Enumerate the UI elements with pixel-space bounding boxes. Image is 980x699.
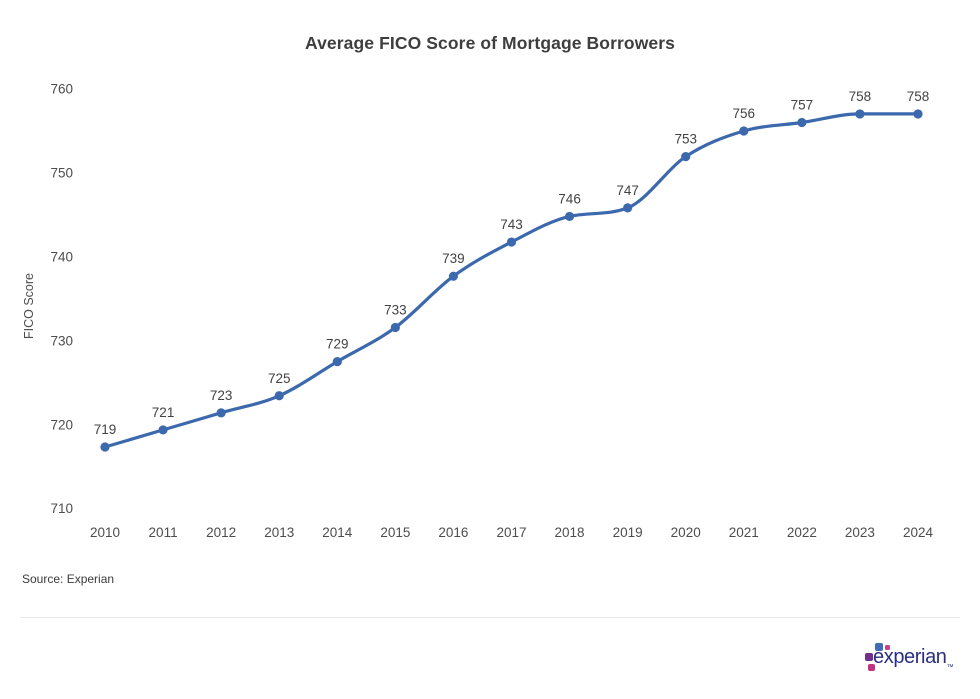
data-point xyxy=(797,117,807,128)
data-point xyxy=(913,109,923,119)
value-label: 756 xyxy=(733,106,756,121)
value-label: 723 xyxy=(210,388,233,403)
fico-line-chart: 710 720 730 740 750 760 FICO Score 2010 2011 2012… xyxy=(22,82,934,540)
y-axis-title: FICO Score xyxy=(22,273,36,339)
logo-block-pink-icon xyxy=(885,645,890,650)
x-tick-label: 2013 xyxy=(264,525,294,540)
value-label: 757 xyxy=(791,97,814,112)
x-tick-label: 2012 xyxy=(206,525,236,540)
x-tick-label: 2011 xyxy=(149,525,178,540)
source-note: Source: Experian xyxy=(22,572,115,586)
data-point xyxy=(216,408,226,418)
x-tick-label: 2016 xyxy=(438,525,468,540)
value-label: 758 xyxy=(849,89,872,104)
data-point xyxy=(332,357,342,367)
logo-block-blue-icon xyxy=(875,643,883,651)
x-tick-label: 2018 xyxy=(555,525,585,540)
data-point xyxy=(623,203,633,213)
data-point xyxy=(390,322,400,333)
y-tick-label: 720 xyxy=(50,417,73,432)
y-tick-label: 740 xyxy=(50,250,73,265)
x-tick-label: 2020 xyxy=(671,525,701,540)
y-tick-label: 710 xyxy=(50,501,73,516)
value-label: 746 xyxy=(558,191,581,206)
x-tick-label: 2021 xyxy=(729,525,759,540)
footer-divider xyxy=(20,617,960,618)
value-label: 739 xyxy=(442,251,465,266)
value-label: 729 xyxy=(326,337,349,352)
x-tick-label: 2017 xyxy=(496,525,526,540)
data-point xyxy=(681,152,691,162)
value-label: 719 xyxy=(94,422,117,437)
x-tick-label: 2023 xyxy=(845,525,875,540)
value-label: 758 xyxy=(907,89,930,104)
chart-title: Average FICO Score of Mortgage Borrowers xyxy=(305,33,675,53)
x-tick-label: 2022 xyxy=(787,525,817,540)
y-tick-label: 730 xyxy=(50,333,73,348)
data-point xyxy=(506,237,517,247)
data-point xyxy=(739,126,749,136)
value-label: 725 xyxy=(268,371,291,386)
logo-block-magenta-icon xyxy=(868,664,875,671)
data-point xyxy=(274,391,284,401)
data-point xyxy=(158,425,168,435)
data-point xyxy=(100,442,110,452)
x-tick-label: 2024 xyxy=(903,525,934,540)
experian-logo-text: experian™ xyxy=(873,646,954,671)
x-tick-label: 2015 xyxy=(380,525,410,540)
logo-block-purple-icon xyxy=(865,653,873,661)
data-point xyxy=(855,109,865,119)
y-tick-label: 760 xyxy=(50,82,73,97)
value-label: 743 xyxy=(500,217,523,232)
value-label: 733 xyxy=(384,302,407,317)
value-label: 753 xyxy=(674,132,697,147)
trademark-symbol: ™ xyxy=(946,664,954,671)
x-tick-label: 2010 xyxy=(90,525,120,540)
experian-wordmark: experian xyxy=(873,646,947,668)
experian-logo: experian™ xyxy=(862,637,972,685)
data-point xyxy=(448,271,459,281)
x-tick-label: 2014 xyxy=(322,525,353,540)
x-tick-label: 2019 xyxy=(613,525,643,540)
value-label: 747 xyxy=(616,183,639,198)
data-point xyxy=(564,211,575,222)
value-label: 721 xyxy=(152,405,175,420)
y-tick-label: 750 xyxy=(50,166,73,181)
